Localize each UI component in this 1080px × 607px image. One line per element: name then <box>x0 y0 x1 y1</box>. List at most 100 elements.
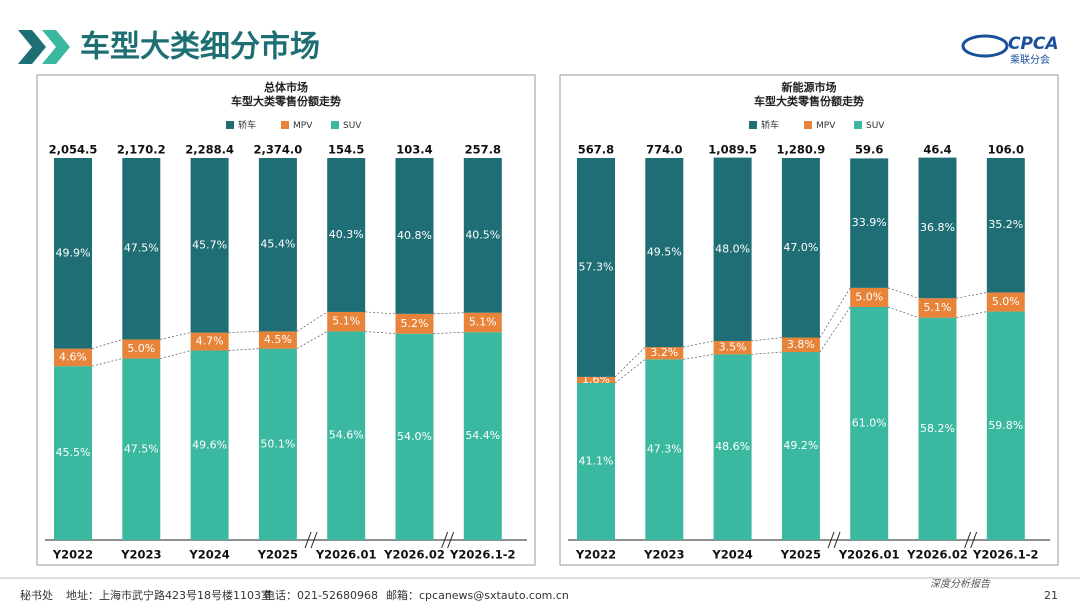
total-label: 567.8 <box>578 143 614 157</box>
total-label: 2,288.4 <box>185 143 234 157</box>
bar-segment <box>395 333 434 540</box>
axis-break <box>310 531 318 549</box>
segment-label: 48.6% <box>715 440 750 453</box>
connector-line <box>819 287 851 338</box>
segment-label: 5.0% <box>855 290 883 303</box>
bar-segment <box>918 157 957 299</box>
x-tick-label: Y2026.01 <box>315 548 377 562</box>
total-label: 106.0 <box>988 143 1024 157</box>
axis-break <box>964 531 972 549</box>
connector-line <box>819 306 851 353</box>
segment-label: 47.3% <box>647 443 682 456</box>
x-tick-label: Y2023 <box>643 548 684 562</box>
bar-segment <box>327 158 366 312</box>
segment-label: 4.6% <box>59 350 87 363</box>
bar-segment <box>463 312 502 333</box>
connector-line <box>433 312 464 315</box>
bar-segment <box>645 359 684 540</box>
legend-swatch <box>854 121 862 129</box>
connector-line <box>160 332 191 340</box>
footer-email: 邮箱：cpcanews@sxtauto.com.cn <box>386 588 569 602</box>
bar-segment <box>918 317 957 540</box>
footer-address: 地址：上海市武宁路423号18号楼1103室 <box>66 588 272 602</box>
segment-label: 61.0% <box>852 416 887 429</box>
bar-segment <box>645 347 684 360</box>
total-label: 103.4 <box>396 143 432 157</box>
bar-segment <box>54 158 92 349</box>
x-tick-label: Y2024 <box>188 548 229 562</box>
bar-segment <box>781 158 820 338</box>
bar-segment <box>327 331 366 540</box>
segment-label: 5.1% <box>924 301 952 314</box>
segment-label: 5.1% <box>469 315 497 328</box>
segment-label: 45.7% <box>192 238 227 251</box>
segment-label: 58.2% <box>920 422 955 435</box>
bar-segment <box>577 376 615 383</box>
bar-segment <box>918 298 957 318</box>
footer-phone: 电话：021-52680968 <box>264 589 378 602</box>
logo-text: CPCA <box>1008 34 1059 54</box>
legend-label: MPV <box>816 121 836 131</box>
bar-segment <box>395 313 434 334</box>
segment-label: 33.9% <box>852 216 887 229</box>
segment-label: 3.8% <box>787 338 815 351</box>
bar-segment <box>258 158 297 332</box>
chevron-icon <box>42 30 70 64</box>
bar-segment <box>54 348 92 367</box>
bar-segment <box>850 287 889 307</box>
bar-segment <box>645 158 684 348</box>
chart-subtitle: 车型大类零售份额走势 <box>754 94 864 108</box>
legend-label: SUV <box>343 121 362 131</box>
page-number: 21 <box>1044 589 1058 602</box>
segment-label: 49.5% <box>647 246 682 259</box>
segment-label: 5.0% <box>127 342 155 355</box>
footer-tag: 深度分析报告 <box>930 578 991 590</box>
legend-swatch <box>804 121 812 129</box>
connector-line <box>956 292 987 299</box>
segment-label: 47.5% <box>124 242 159 255</box>
x-tick-label: Y2022 <box>575 548 616 562</box>
total-label: 1,280.9 <box>777 143 826 157</box>
bar-segment <box>713 157 752 341</box>
bar-segment <box>395 158 434 314</box>
x-tick-label: Y2026.02 <box>383 548 445 562</box>
axis-break <box>441 531 449 549</box>
segment-label: 5.2% <box>401 317 429 330</box>
legend-swatch <box>281 121 289 129</box>
bar-segment <box>850 306 889 540</box>
segment-label: 40.5% <box>465 228 500 241</box>
total-label: 1,089.5 <box>708 143 757 157</box>
connector-line <box>228 348 259 351</box>
x-tick-label: Y2024 <box>711 548 752 562</box>
axis-break <box>827 531 835 549</box>
connector-line <box>751 351 782 355</box>
segment-label: 35.2% <box>988 218 1023 231</box>
segment-label: 47.0% <box>783 241 818 254</box>
total-label: 2,170.2 <box>117 143 166 157</box>
legend-label: 轿车 <box>761 119 779 131</box>
bar-segment <box>577 382 615 540</box>
segment-label: 5.0% <box>992 295 1020 308</box>
segment-label: 54.6% <box>329 429 364 442</box>
legend-label: SUV <box>866 121 885 131</box>
bar-segment <box>463 158 502 313</box>
segment-label: 40.3% <box>329 228 364 241</box>
legend-swatch <box>749 121 757 129</box>
total-label: 154.5 <box>328 143 364 157</box>
bar-segment <box>781 352 820 540</box>
bar-segment <box>258 331 297 349</box>
segment-label: 4.5% <box>264 333 292 346</box>
x-tick-label: Y2023 <box>120 548 161 562</box>
segment-label: 41.1% <box>579 454 614 467</box>
bar-segment <box>850 158 889 288</box>
segment-label: 40.8% <box>397 229 432 242</box>
x-tick-label: Y2025 <box>780 548 821 562</box>
bar-segment <box>781 337 820 353</box>
connector-line <box>683 354 714 360</box>
connector-line <box>888 287 919 299</box>
segment-label: 3.2% <box>650 346 678 359</box>
chevron-icon <box>18 30 46 64</box>
page-title: 车型大类细分市场 <box>80 30 320 65</box>
segment-label: 49.9% <box>56 246 91 259</box>
connector-line <box>683 340 714 348</box>
